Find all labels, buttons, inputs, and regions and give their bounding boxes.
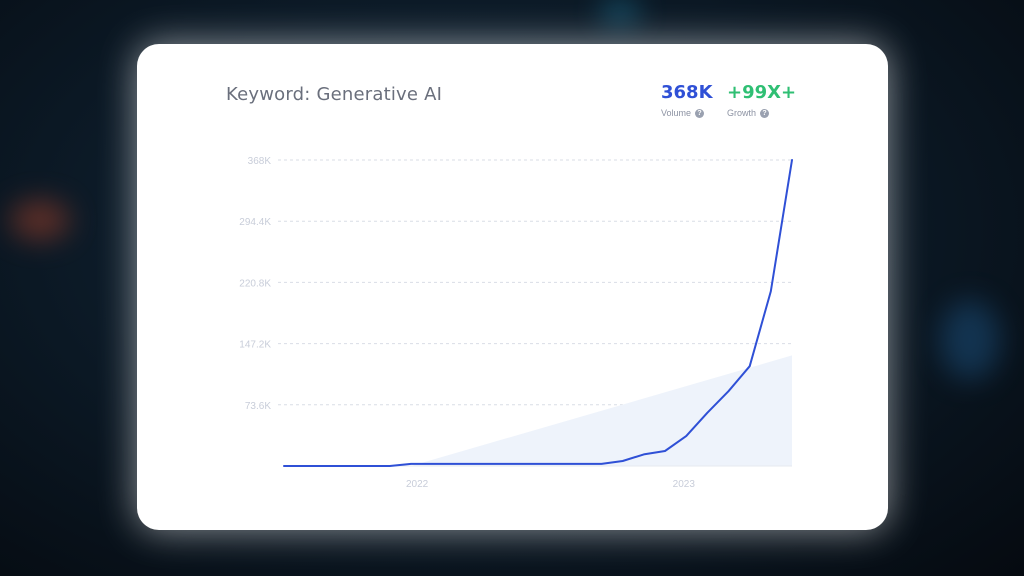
series-line xyxy=(283,159,793,467)
background-glow-red xyxy=(10,200,70,240)
growth-metric: +99X+ Growth ? xyxy=(727,82,796,118)
keyword-card: Keyword: Generative AI 368K Volume ? +99… xyxy=(137,44,888,530)
y-tick-label: 220.8K xyxy=(239,278,271,289)
help-icon[interactable]: ? xyxy=(760,108,770,118)
volume-label-row: Volume ? xyxy=(661,108,713,118)
y-tick-label: 294.4K xyxy=(239,217,271,228)
y-tick-label: 147.2K xyxy=(239,340,271,351)
help-icon[interactable]: ? xyxy=(695,108,705,118)
trend-area xyxy=(411,355,792,466)
y-tick-label: 73.6K xyxy=(245,401,271,412)
growth-label-row: Growth ? xyxy=(727,108,796,118)
background-glow-blue xyxy=(940,300,1000,380)
x-tick-label: 2023 xyxy=(673,479,696,490)
trend-chart: 73.6K 147.2K 220.8K 294.4K 368K 2022 2023 xyxy=(239,156,793,490)
volume-metric: 368K Volume ? xyxy=(661,82,713,118)
volume-value: 368K xyxy=(661,82,713,103)
y-tick-label: 368K xyxy=(248,156,272,167)
keyword-title: Keyword: Generative AI xyxy=(226,84,443,105)
growth-label: Growth xyxy=(727,108,757,118)
volume-label: Volume xyxy=(661,108,692,118)
background-glow-blue xyxy=(600,0,640,24)
growth-value: +99X+ xyxy=(727,82,797,103)
x-tick-label: 2022 xyxy=(406,479,429,490)
